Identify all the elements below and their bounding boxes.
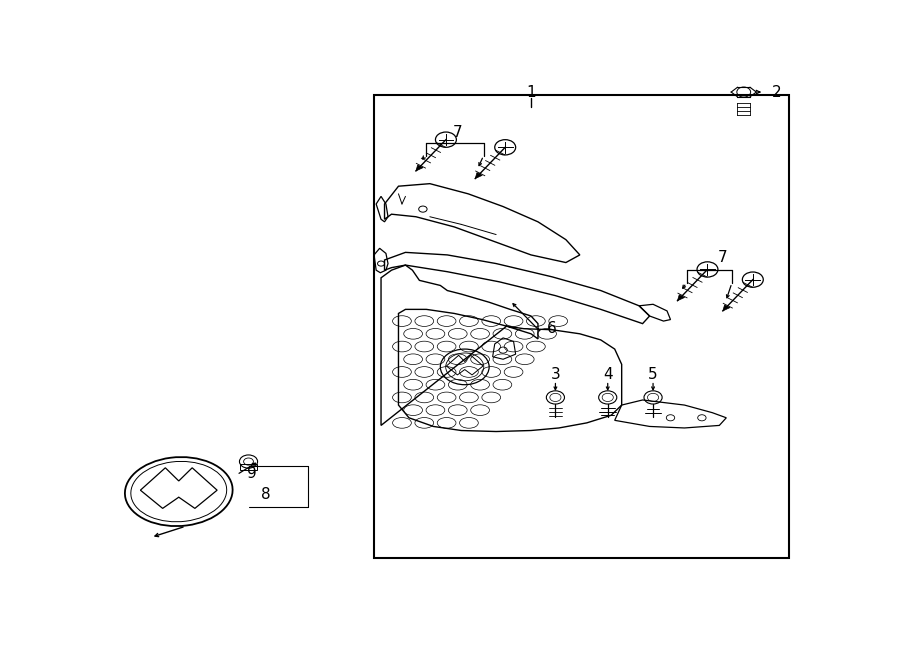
Text: 7: 7	[718, 250, 727, 265]
Text: 2: 2	[771, 85, 781, 100]
Polygon shape	[723, 305, 730, 311]
Text: 9: 9	[248, 466, 256, 481]
Polygon shape	[678, 295, 685, 301]
Text: 8: 8	[261, 486, 271, 502]
Polygon shape	[416, 165, 423, 171]
Text: 4: 4	[603, 367, 613, 382]
Text: 5: 5	[648, 367, 658, 382]
Polygon shape	[475, 173, 482, 178]
Bar	[240, 463, 256, 470]
Text: 3: 3	[551, 367, 561, 382]
Text: 1: 1	[526, 85, 536, 100]
Text: 6: 6	[547, 321, 557, 336]
Bar	[374, 95, 789, 558]
Text: 7: 7	[453, 126, 463, 140]
